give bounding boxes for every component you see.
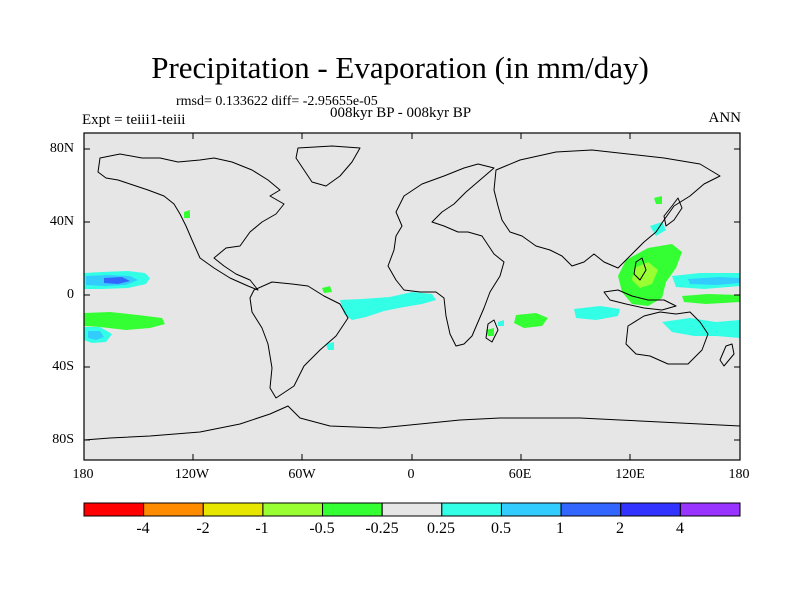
colorbar-label: 0.25 xyxy=(427,520,455,537)
lightblue-region-west-pacific-band xyxy=(688,277,740,285)
madagascar-coast xyxy=(485,319,499,343)
x-tick-label: 120W xyxy=(174,467,210,482)
colorbar-label: 0.5 xyxy=(491,520,511,537)
colorbar-swatch xyxy=(381,502,443,517)
stats-line: rmsd= 0.133622 diff= -2.95655e-05 xyxy=(176,94,378,109)
australia-coast xyxy=(625,311,709,365)
y-tick-label: 80N xyxy=(49,141,74,156)
japan-coast xyxy=(663,197,683,227)
season-label: ANN xyxy=(708,110,742,126)
colorbar-label: -0.5 xyxy=(309,520,335,537)
colorbar-label: -0.25 xyxy=(365,520,399,537)
north-america-coast xyxy=(97,153,285,291)
colorbar-label: -2 xyxy=(196,520,210,537)
colorbar-swatch xyxy=(441,502,502,517)
colorbar-label: -4 xyxy=(136,520,150,537)
y-tick-label: 40S xyxy=(52,359,74,374)
y-tick-label: 80S xyxy=(52,432,74,447)
lightblue-region-south-pacific xyxy=(88,331,104,340)
coastlines xyxy=(83,145,741,441)
colorbar-swatch xyxy=(202,502,264,517)
green-region-indian-ocean xyxy=(514,313,548,328)
x-tick-label: 60E xyxy=(508,467,532,482)
colorbar-label: 4 xyxy=(676,520,684,537)
south-america-coast xyxy=(249,281,349,399)
europe-africa-coast xyxy=(387,163,505,347)
colorbar-swatch xyxy=(500,502,562,517)
indonesia-coast xyxy=(603,289,677,311)
colorbar-swatch xyxy=(262,502,324,517)
green-region-west-pacific-band xyxy=(682,294,740,304)
x-tick-label: 0 xyxy=(407,467,415,482)
philippines-coast xyxy=(633,257,647,281)
colorbar-label: -1 xyxy=(255,520,269,537)
colorbar xyxy=(83,502,741,517)
cyan-region-indian-ocean xyxy=(574,306,620,320)
y-tick-label: 0 xyxy=(67,287,74,302)
blue-region-central-pacific xyxy=(104,277,130,284)
x-tick-label: 120E xyxy=(615,467,645,482)
anomaly-shading xyxy=(84,196,740,350)
greenland-coast xyxy=(295,145,361,187)
x-tick-label: 60W xyxy=(288,467,316,482)
colorbar-swatch xyxy=(143,502,204,517)
colorbar-swatch xyxy=(620,502,681,517)
experiment-label: Expt = teiii1-teiii xyxy=(82,112,186,128)
colorbar-swatch xyxy=(679,502,741,517)
green-region-south-pacific xyxy=(84,312,165,330)
x-tick-label: 180 xyxy=(728,467,750,482)
asia-coast xyxy=(493,149,721,269)
axis-ticks xyxy=(83,133,741,460)
x-tick-label: 180 xyxy=(72,467,94,482)
cyan-region-coral-sea xyxy=(662,318,740,338)
colorbar-swatch xyxy=(322,502,383,517)
chart-title: Precipitation - Evaporation (in mm/day) xyxy=(151,50,649,85)
new-zealand-coast xyxy=(719,343,735,367)
colorbar-label: 2 xyxy=(616,520,624,537)
period-label: 008kyr BP - 008kyr BP xyxy=(330,105,472,121)
lightgreen-region-maritime-continent xyxy=(632,262,658,288)
cyan-region-atlantic xyxy=(340,292,436,320)
colorbar-label: 1 xyxy=(556,520,564,537)
antarctica-coast xyxy=(83,405,741,441)
colorbar-swatch xyxy=(83,502,145,517)
colorbar-swatch xyxy=(560,502,622,517)
y-tick-label: 40N xyxy=(49,214,74,229)
